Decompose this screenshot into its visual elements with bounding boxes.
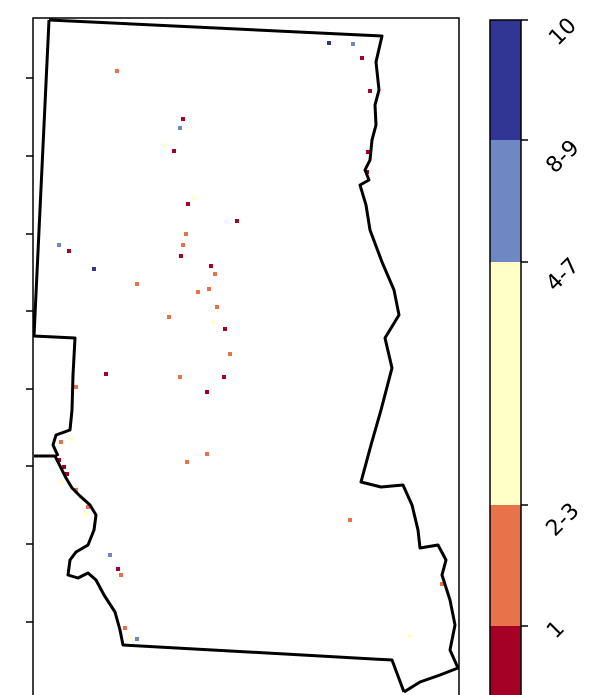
grid-cell [59, 440, 63, 444]
legend-label-10: 10 [544, 13, 581, 50]
grid-cell [119, 573, 123, 577]
legend-swatch-10 [490, 20, 521, 140]
grid-cell [211, 320, 215, 324]
grid-cell [209, 264, 213, 268]
grid-cell [181, 243, 185, 247]
main-region-outline [48, 18, 460, 694]
grid-cell [60, 480, 64, 484]
grid-cell [127, 635, 131, 639]
grid-cell [178, 126, 182, 130]
grid-cell [223, 327, 227, 331]
grid-cell [360, 56, 364, 60]
grid-cell [196, 290, 200, 294]
legend-swatch-4-7 [490, 262, 521, 505]
legend-label-2-3: 2-3 [541, 498, 584, 541]
grid-cell [235, 219, 239, 223]
grid-cell [440, 582, 444, 586]
grid-cell [215, 305, 219, 309]
grid-cell [84, 512, 88, 516]
legend-swatch-1 [490, 626, 521, 695]
grid-cell [368, 89, 372, 93]
grid-cell [57, 243, 61, 247]
grid-cell [70, 437, 74, 441]
grid-cell [62, 465, 66, 469]
grid-cell [86, 505, 90, 509]
grid-cell [163, 143, 167, 147]
legend-label-4-7: 4-7 [541, 253, 584, 296]
grid-cell [74, 385, 78, 389]
colorbar-frame [489, 19, 522, 695]
grid-cell [135, 282, 139, 286]
grid-cell [116, 567, 120, 571]
grid-cell [366, 150, 370, 154]
grid-cell [185, 460, 189, 464]
northwest-boundary [32, 19, 77, 457]
grid-cell [167, 315, 171, 319]
grid-cell [172, 149, 176, 153]
grid-cell [179, 254, 183, 258]
grid-cell [104, 372, 108, 376]
grid-cell [207, 287, 211, 291]
legend-label-8-9: 8-9 [541, 135, 584, 178]
colorbar-legend: 10 8-9 4-7 2-3 1 [489, 13, 585, 695]
grid-cell [184, 232, 188, 236]
grid-cell [351, 42, 355, 46]
grid-cell [135, 637, 139, 641]
southwest-coast-outline [34, 454, 406, 693]
grid-cell [205, 452, 209, 456]
region-boundaries [32, 18, 460, 694]
grid-cell [178, 375, 182, 379]
grid-cell [57, 458, 61, 462]
grid-cell [205, 390, 209, 394]
grid-cell [348, 518, 352, 522]
grid-cell [123, 626, 127, 630]
grid-cell [67, 249, 71, 253]
grid-cell [92, 267, 96, 271]
grid-cell [222, 375, 226, 379]
grid-cell [228, 352, 232, 356]
grid-cell [408, 634, 412, 638]
legend-swatch-8-9 [490, 140, 521, 262]
legend-swatch-2-3 [490, 505, 521, 626]
grid-cell [186, 202, 190, 206]
grid-cell [65, 472, 69, 476]
grid-cell [213, 272, 217, 276]
grid-cell [108, 553, 112, 557]
grid-cell [115, 69, 119, 73]
left-axis-ticks [26, 77, 33, 623]
legend-label-1: 1 [542, 616, 570, 644]
map-frame [32, 17, 460, 695]
grid-cell [181, 117, 185, 121]
grid-cell [192, 196, 196, 200]
grid-cell [327, 41, 331, 45]
